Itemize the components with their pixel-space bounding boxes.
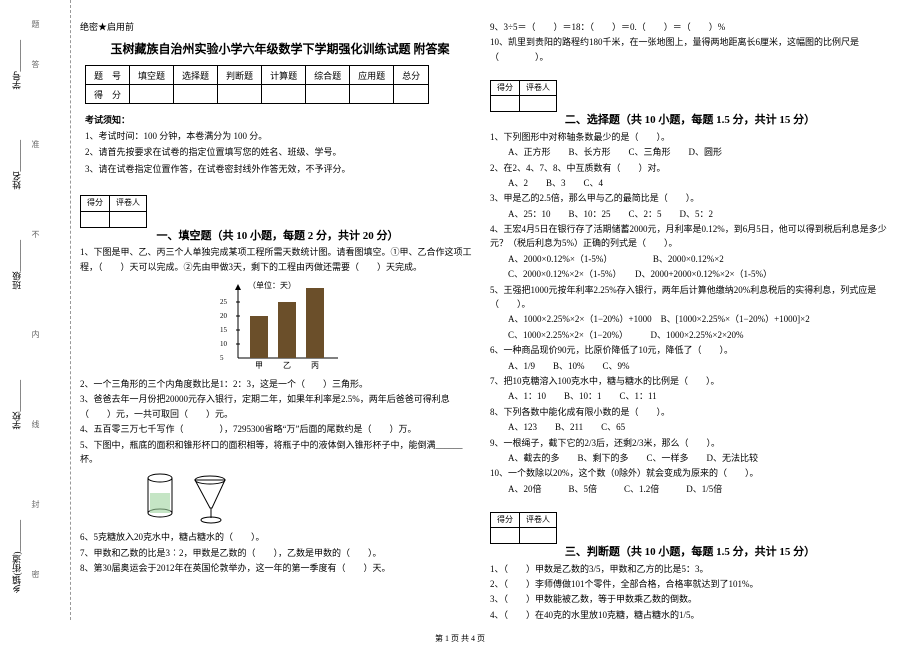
right-column: 9、3÷5＝（ ）＝18：（ ）＝0.（ ）＝（ ）% 10、凯里到贵阳的路程约… xyxy=(490,20,890,623)
th: 综合题 xyxy=(306,66,350,85)
seal-char: 封 xyxy=(30,500,41,508)
th: 判断题 xyxy=(218,66,262,85)
svg-text:15: 15 xyxy=(220,326,228,334)
cup-diagram xyxy=(140,468,250,528)
seal-char: 线 xyxy=(30,420,41,428)
notice-item: 2、请首先按要求在试卷的指定位置填写您的姓名、班级、学号。 xyxy=(85,144,351,160)
choice-q1-opts: A、正方形 B、长方形 C、三角形 D、圆形 xyxy=(490,145,890,159)
fill-q10: 10、凯里到贵阳的路程约180千米，在一张地图上，量得两地距离长6厘米，这幅图的… xyxy=(490,35,890,64)
field-town: 乡镇(街道)_______ xyxy=(10,520,23,594)
marker-table: 得分评卷人 xyxy=(490,80,557,113)
svg-text:甲: 甲 xyxy=(255,361,263,370)
svg-text:5: 5 xyxy=(220,354,224,362)
notice-title: 考试须知： xyxy=(85,112,351,128)
th: 应用题 xyxy=(350,66,394,85)
svg-text:25: 25 xyxy=(220,298,228,306)
notice-item: 1、考试时间：100 分钟，本卷满分为 100 分。 xyxy=(85,128,351,144)
choice-q8-opts: A、123 B、211 C、65 xyxy=(490,420,890,434)
page-footer: 第 1 页 共 4 页 xyxy=(0,633,920,644)
bar-chart: （单位：天） 5 10 15 20 25 甲 乙 丙 xyxy=(208,278,348,373)
th: 填空题 xyxy=(130,66,174,85)
th: 总分 xyxy=(394,66,429,85)
choice-q2-opts: A、2 B、3 C、4 xyxy=(490,176,890,190)
choice-q9: 9、一根绳子，截下它的2/3后，还剩2/3米，那么（ ）。 xyxy=(490,436,890,450)
choice-q4-opts-b: C、2000×0.12%×2×（1-5%） D、2000+2000×0.12%×… xyxy=(490,267,890,281)
th: 题 号 xyxy=(86,66,130,85)
choice-q7-opts: A、1：10 B、10：1 C、1：11 xyxy=(490,389,890,403)
fill-q4: 4、五百零三万七千写作（ ），7295300省略“万”后面的尾数约是（ ）万。 xyxy=(80,422,475,436)
field-class: 班级_______ xyxy=(10,240,23,290)
judge-q1: 1、（ ）甲数是乙数的3/5，甲数和乙方的比是5：3。 xyxy=(490,562,890,576)
choice-q6: 6、一种商品现价90元，比原价降低了10元，降低了（ ）。 xyxy=(490,343,890,357)
table-row: 得 分 xyxy=(86,85,429,104)
notice-item: 3、请在试卷指定位置作答，在试卷密封线外作答无效，不予评分。 xyxy=(85,161,351,177)
th: 选择题 xyxy=(174,66,218,85)
marker-table: 得分评卷人 xyxy=(490,512,557,545)
choice-q3: 3、甲是乙的2.5倍，那么甲与乙的最简比是（ ）。 xyxy=(490,191,890,205)
fill-q6: 6、5克糖放入20克水中，糖占糖水的（ ）。 xyxy=(80,530,475,544)
fill-q2: 2、一个三角形的三个内角度数比是1：2：3，这是一个（ ）三角形。 xyxy=(80,377,475,391)
marker-table: 得分评卷人 xyxy=(80,195,147,228)
section-2-title: 二、选择题（共 10 小题，每题 1.5 分，共计 15 分） xyxy=(490,112,890,130)
choice-q5: 5、王强把1000元按年利率2.25%存入银行，两年后计算他缴纳20%利息税后的… xyxy=(490,283,890,312)
table-row: 题 号 填空题 选择题 判断题 计算题 综合题 应用题 总分 xyxy=(86,66,429,85)
exam-notice: 考试须知： 1、考试时间：100 分钟，本卷满分为 100 分。 2、请首先按要… xyxy=(85,112,351,177)
judge-q4: 4、（ ）在40克的水里放10克糖，糖占糖水的1/5。 xyxy=(490,608,890,622)
seal-char: 准 xyxy=(30,140,41,148)
binding-margin: 学号_______ 姓名_______ 班级_______ 学校_______ … xyxy=(0,0,71,620)
fill-q5: 5、下图中，瓶底的面积和锥形杯口的面积相等，将瓶子中的液体倒入锥形杯子中，能倒满… xyxy=(80,438,475,467)
choice-q7: 7、把10克糖溶入100克水中，糖与糖水的比例是（ ）。 xyxy=(490,374,890,388)
seal-char: 密 xyxy=(30,570,41,578)
judge-q2: 2、（ ）李师傅做101个零件，全部合格，合格率就达到了101%。 xyxy=(490,577,890,591)
choice-q3-opts: A、25：10 B、10：25 C、2：5 D、5：2 xyxy=(490,207,890,221)
svg-text:20: 20 xyxy=(220,312,228,320)
svg-text:丙: 丙 xyxy=(311,361,319,370)
fill-q8: 8、第30届奥运会于2012年在英国伦敦举办，这一年的第一季度有（ ）天。 xyxy=(80,561,475,575)
choice-q10: 10、一个数除以20%，这个数（0除外）就会变成为原来的（ ）。 xyxy=(490,466,890,480)
fill-q3: 3、爸爸去年一月份把20000元存入银行，定期二年，如果年利率是2.5%，两年后… xyxy=(80,392,475,421)
choice-q10-opts: A、20倍 B、5倍 C、1.2倍 D、1/5倍 xyxy=(490,482,890,496)
secret-label: 绝密★启用前 xyxy=(80,20,134,33)
choice-q8: 8、下列各数中能化成有限小数的是（ ）。 xyxy=(490,405,890,419)
th: 计算题 xyxy=(262,66,306,85)
fill-q9: 9、3÷5＝（ ）＝18：（ ）＝0.（ ）＝（ ）% xyxy=(490,20,890,34)
choice-q5-opts-b: C、1000×2.25%×2×（1−20%） D、1000×2.25%×2×20… xyxy=(490,328,890,342)
score-summary-table: 题 号 填空题 选择题 判断题 计算题 综合题 应用题 总分 得 分 xyxy=(85,65,429,104)
choice-q9-opts: A、截去的多 B、剩下的多 C、一样多 D、无法比较 xyxy=(490,451,890,465)
choice-q2: 2、在2、4、7、8、中互质数有（ ）对。 xyxy=(490,161,890,175)
choice-q4-opts-a: A、2000×0.12%×（1-5%） B、2000×0.12%×2 xyxy=(490,252,890,266)
field-name: 姓名_______ xyxy=(10,140,23,190)
td: 得 分 xyxy=(86,85,130,104)
svg-text:乙: 乙 xyxy=(283,361,291,370)
left-column: 得分评卷人 一、填空题（共 10 小题，每题 2 分，共计 20 分） 1、下图… xyxy=(80,195,475,576)
choice-q1: 1、下列图形中对称轴条数最少的是（ ）。 xyxy=(490,130,890,144)
svg-text:10: 10 xyxy=(220,340,228,348)
section-3-title: 三、判断题（共 10 小题，每题 1.5 分，共计 15 分） xyxy=(490,544,890,562)
seal-char: 题 xyxy=(30,20,41,28)
field-school: 学校_______ xyxy=(10,380,23,430)
seal-char: 不 xyxy=(30,230,41,238)
seal-char: 内 xyxy=(30,330,41,338)
fill-q1: 1、下图是甲、乙、丙三个人单独完成某项工程所需天数统计图。请看图填空。①甲、乙合… xyxy=(80,245,475,274)
choice-q6-opts: A、1/9 B、10% C、9% xyxy=(490,359,890,373)
exam-title: 玉树藏族自治州实验小学六年级数学下学期强化训练试题 附答案 xyxy=(80,40,480,57)
judge-q3: 3、（ ）甲数能被乙数，等于甲数乘乙数的倒数。 xyxy=(490,592,890,606)
seal-char: 答 xyxy=(30,60,41,68)
fill-q7: 7、甲数和乙数的比是3︰2，甲数是乙数的（ ），乙数是甲数的（ ）。 xyxy=(80,546,475,560)
field-student-id: 学号_______ xyxy=(10,40,23,90)
choice-q5-opts-a: A、1000×2.25%×2×（1−20%）+1000 B、[1000×2.25… xyxy=(490,312,890,326)
svg-text:（单位：天）: （单位：天） xyxy=(248,280,296,290)
choice-q4: 4、王宏4月5日在银行存了活期储蓄2000元，月利率是0.12%，到6月5日，他… xyxy=(490,222,890,251)
section-1-title: 一、填空题（共 10 小题，每题 2 分，共计 20 分） xyxy=(80,228,475,246)
